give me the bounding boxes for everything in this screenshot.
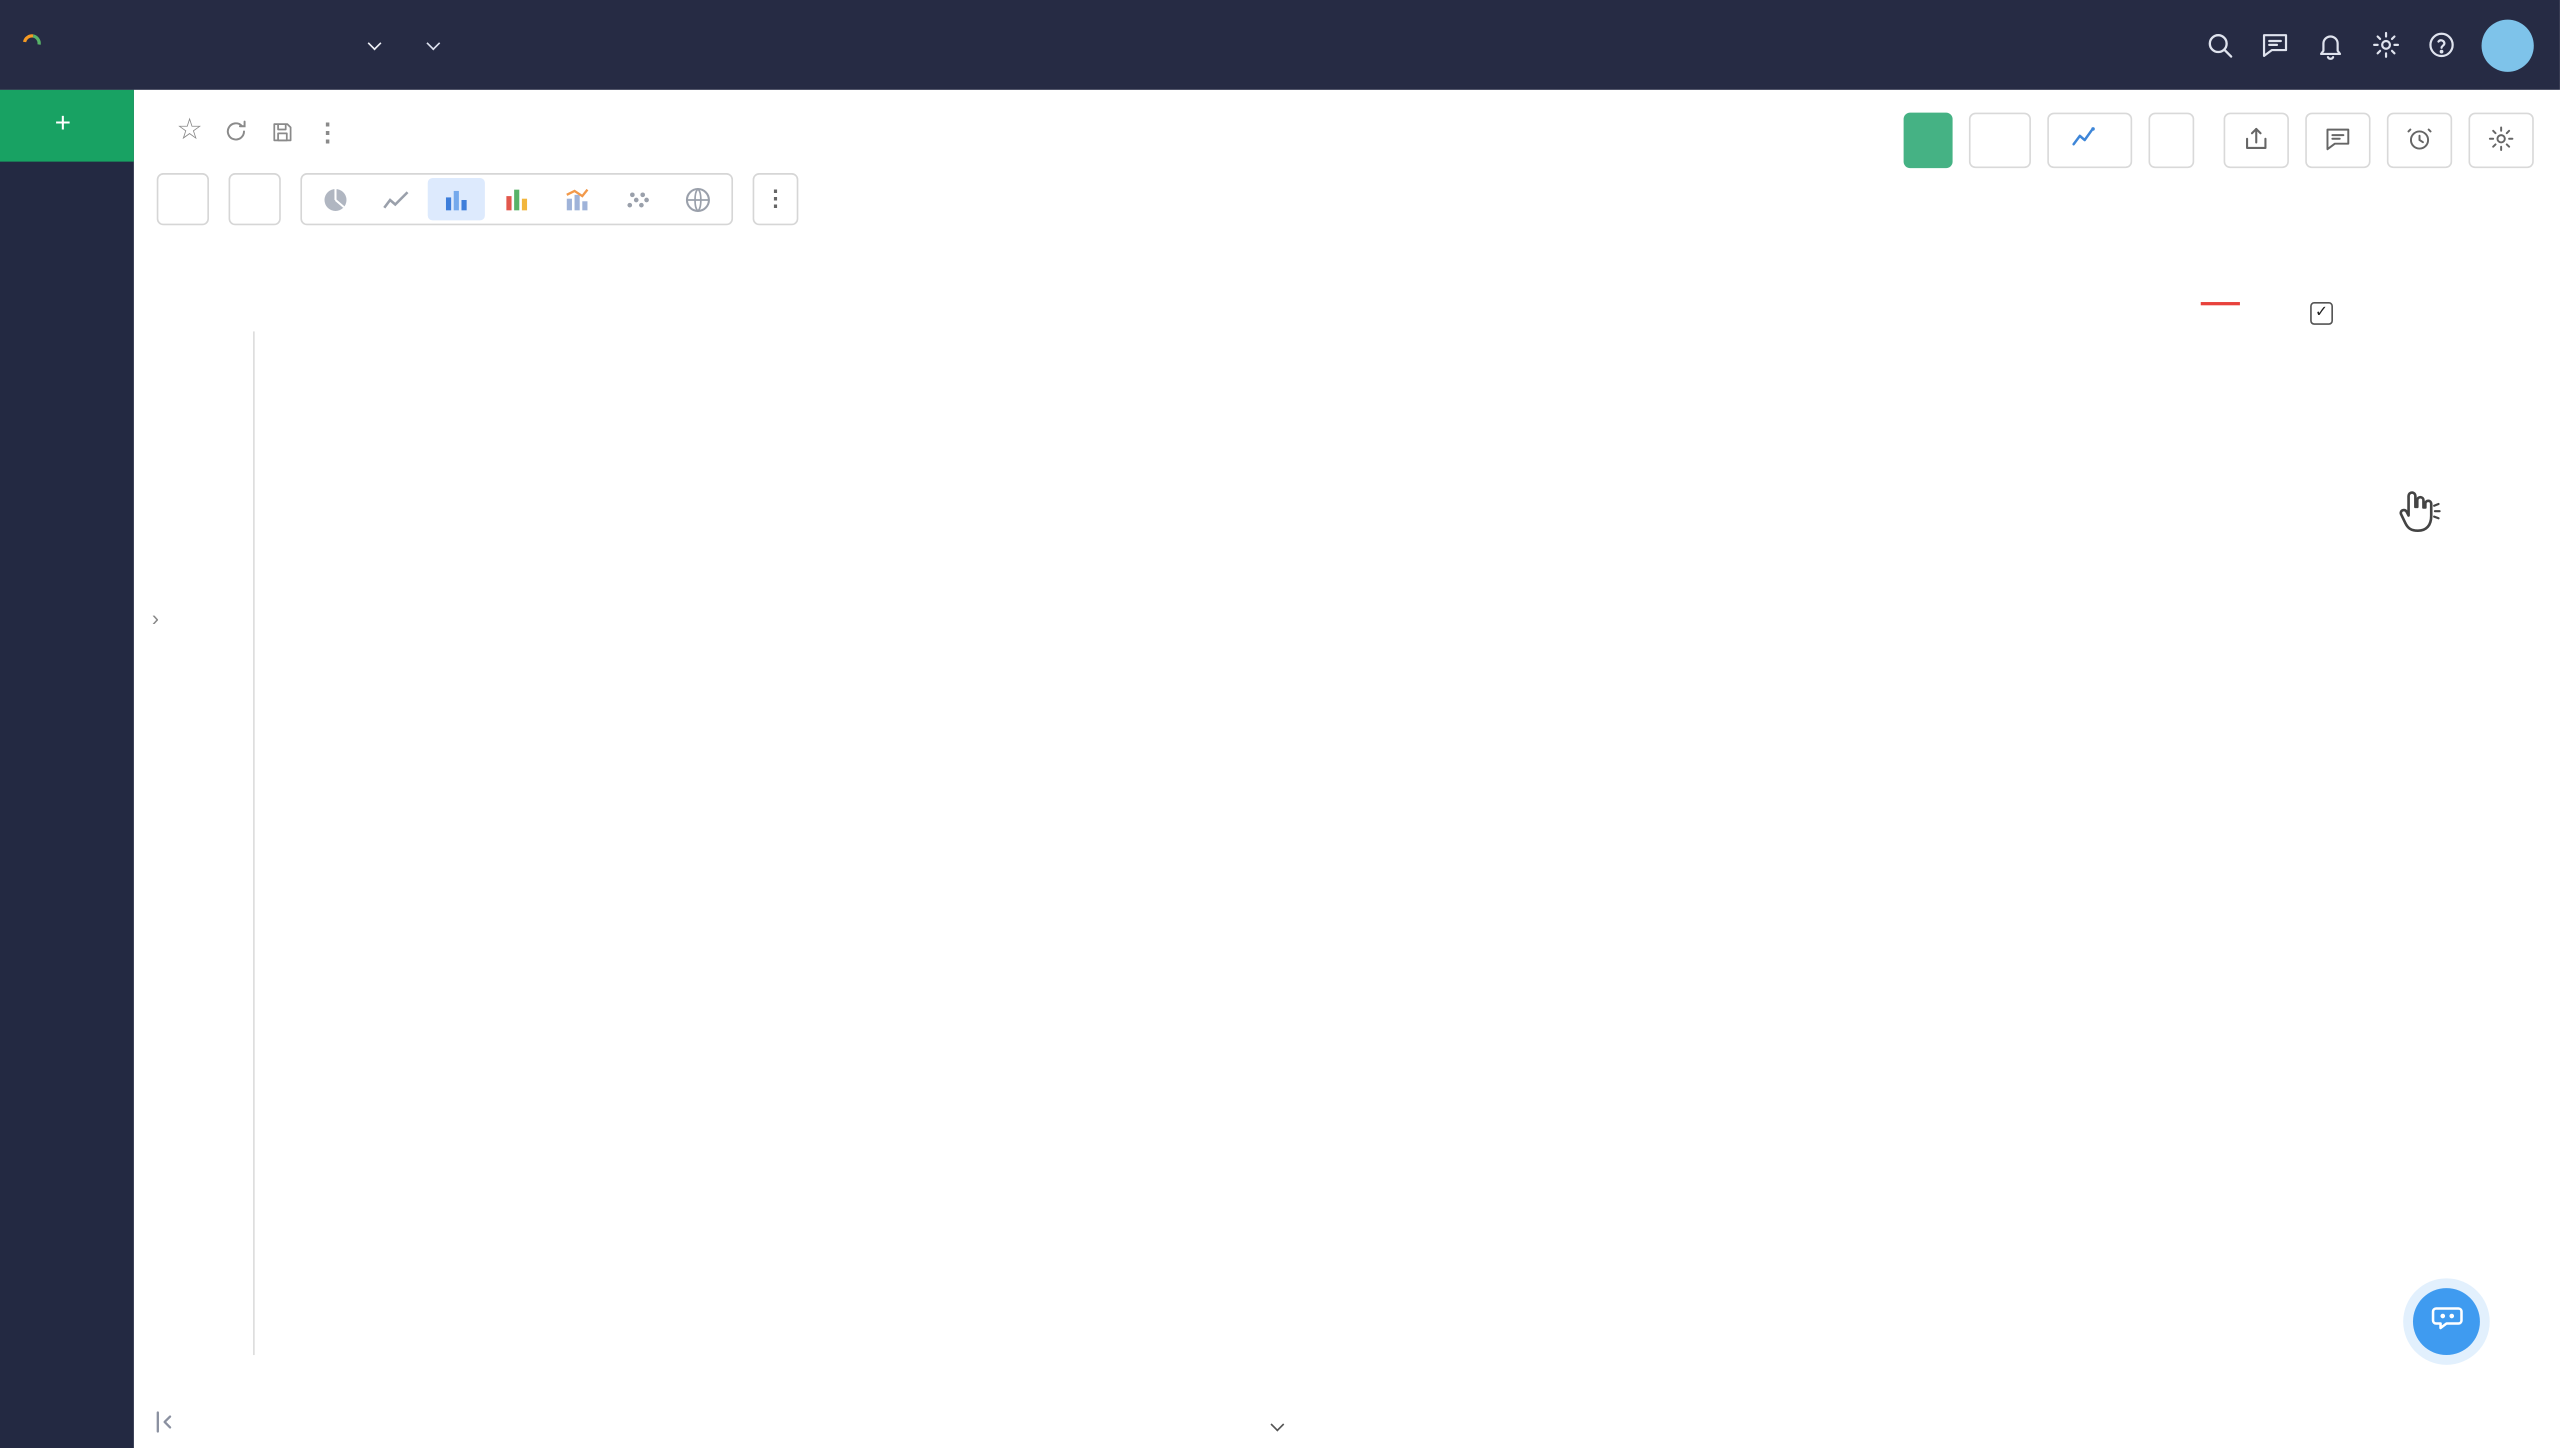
insights-icon	[2070, 124, 2098, 157]
chevron-down-icon	[367, 35, 382, 50]
bell-icon[interactable]	[2315, 29, 2346, 60]
export-button[interactable]	[2223, 112, 2289, 169]
toolbar-kebab-icon[interactable]: ⋮	[752, 173, 799, 226]
help-icon[interactable]	[2426, 29, 2457, 60]
nav-right-cluster	[2173, 18, 2534, 72]
export-icon	[2242, 123, 2271, 157]
share-button[interactable]	[2148, 112, 2195, 169]
alert-button[interactable]	[2386, 112, 2453, 169]
chart-area: › ✓	[134, 286, 2560, 1448]
map-chart-icon[interactable]	[669, 178, 726, 220]
pie-chart-icon[interactable]	[307, 178, 364, 220]
comment-icon	[2323, 123, 2352, 157]
sidebar: +	[0, 89, 134, 1448]
line-chart-icon[interactable]	[367, 178, 424, 220]
plus-icon: +	[54, 107, 71, 139]
threshold-line-swatch	[2200, 302, 2240, 306]
zia-chat-button[interactable]	[2412, 1288, 2480, 1356]
bar-chart-icon[interactable]	[427, 177, 485, 221]
scatter-chart-icon[interactable]	[609, 178, 666, 220]
report-header: ☆ ⋮	[134, 90, 2560, 169]
chat-icon[interactable]	[2260, 29, 2291, 60]
app-logo[interactable]	[19, 30, 324, 56]
main-content: ☆ ⋮	[133, 89, 2560, 1448]
workspace-dropdown[interactable]	[356, 35, 382, 50]
header-actions	[1903, 112, 2534, 169]
save-icon[interactable]	[270, 118, 296, 144]
search-icon[interactable]	[2204, 29, 2235, 60]
legend-header[interactable]: ✓	[2302, 292, 2550, 334]
zia-chat-icon	[2428, 1300, 2464, 1344]
sort-button[interactable]	[156, 173, 209, 226]
axis-expand-chevron-icon[interactable]: ›	[151, 605, 159, 631]
top-navigation	[0, 0, 2560, 90]
avatar[interactable]	[2481, 18, 2534, 72]
underlying-data-button[interactable]	[228, 173, 281, 226]
insights-button[interactable]	[2047, 112, 2133, 169]
x-axis-title[interactable]	[253, 1412, 2286, 1436]
logo-swirl-icon	[19, 30, 45, 56]
chart-toolbar: ⋮	[134, 173, 2560, 226]
tabs-overflow-chevron-icon[interactable]	[426, 35, 441, 50]
chevron-down-icon	[1269, 1417, 1284, 1432]
combo-chart-icon[interactable]	[549, 178, 606, 220]
gear-icon	[2486, 123, 2515, 157]
create-button[interactable]: +	[0, 89, 134, 162]
chart-legend: ✓	[2302, 292, 2550, 334]
stacked-bar-chart-icon[interactable]	[488, 178, 545, 220]
star-icon[interactable]: ☆	[176, 112, 203, 146]
comment-button[interactable]	[2305, 112, 2371, 169]
collapse-sidebar-icon[interactable]	[147, 1406, 180, 1439]
gear-icon[interactable]	[2371, 29, 2402, 60]
settings-button[interactable]	[2468, 112, 2534, 169]
legend-select-all-checkbox[interactable]: ✓	[2310, 302, 2333, 325]
chart-type-switcher	[300, 173, 734, 226]
add-report-button[interactable]	[1968, 112, 2031, 169]
threshold-legend	[2188, 302, 2253, 306]
edit-design-button[interactable]	[1903, 112, 1953, 169]
y-axis-ticks	[134, 331, 252, 1355]
kebab-icon[interactable]: ⋮	[315, 118, 340, 147]
plot-area	[253, 331, 2286, 1356]
alert-icon	[2405, 123, 2434, 157]
refresh-icon[interactable]	[222, 118, 250, 146]
